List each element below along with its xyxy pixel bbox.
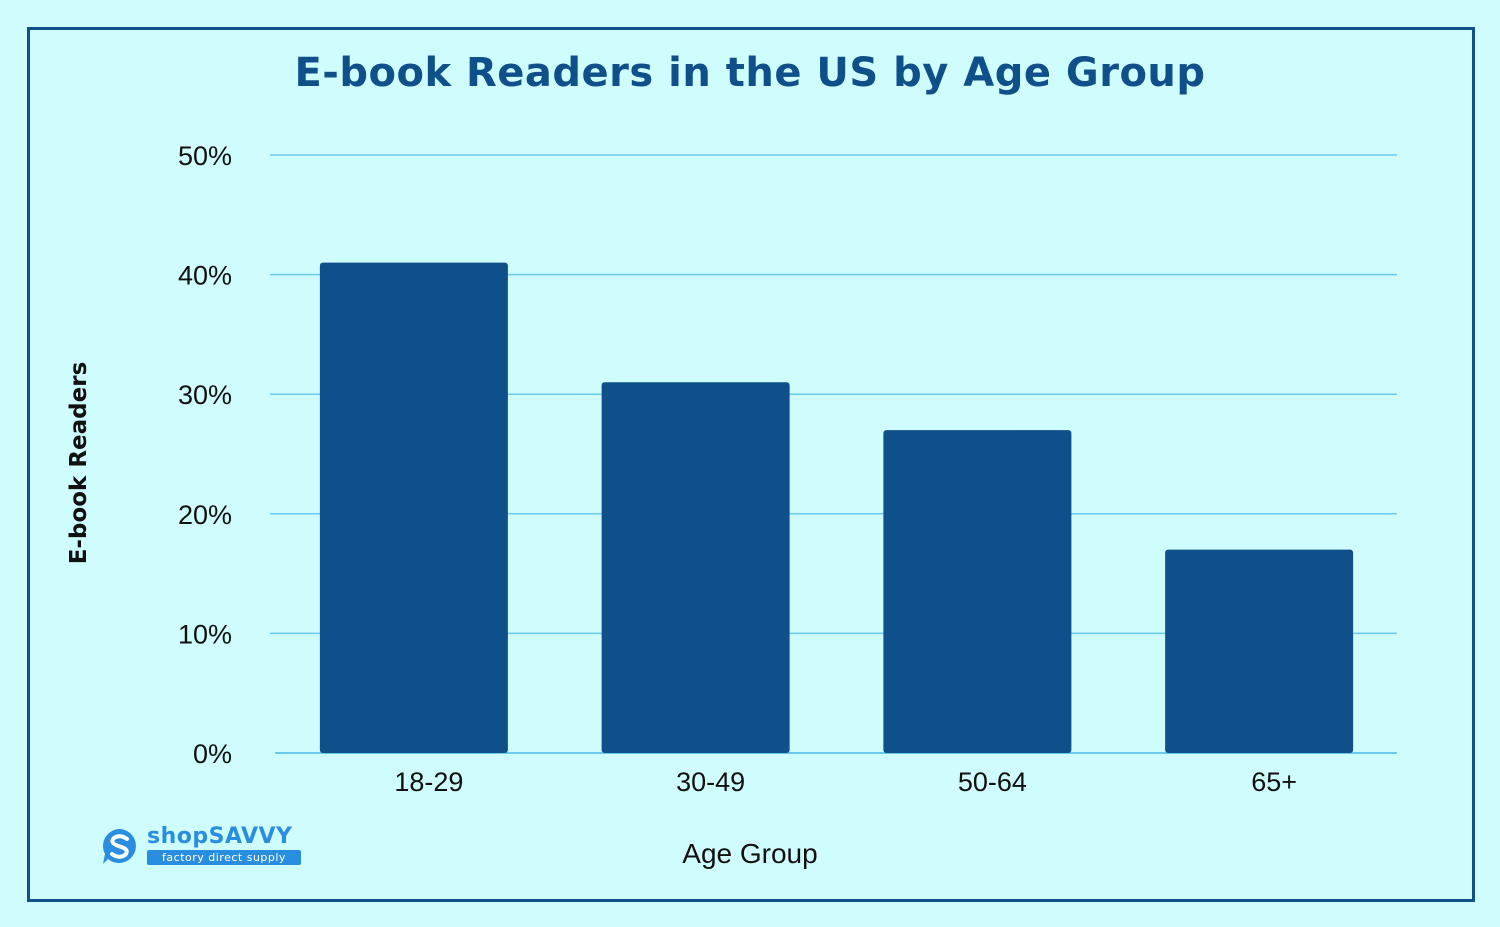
bars: [319, 262, 1354, 753]
logo-tagline: factory direct supply: [147, 850, 301, 865]
y-tick-label: 50%: [178, 141, 232, 171]
bar-18-29: [319, 262, 508, 753]
x-tick-label: 50-64: [958, 767, 1027, 797]
y-axis-title: E-book Readers: [66, 362, 92, 565]
y-tick-label: 20%: [178, 500, 232, 530]
bar-30-49: [601, 382, 790, 753]
y-tick-labels: 0% 10% 20% 30% 40% 50%: [178, 141, 232, 769]
y-tick-label: 10%: [178, 619, 232, 649]
x-tick-label: 30-49: [676, 767, 745, 797]
s-logo-icon: [103, 829, 136, 864]
y-tick-label: 30%: [178, 380, 232, 410]
x-axis-title: Age Group: [682, 838, 817, 869]
x-tick-label: 65+: [1251, 767, 1297, 797]
shopsavvy-logo: shopSAVVY factory direct supply: [100, 824, 310, 868]
y-tick-label: 0%: [193, 739, 232, 769]
x-tick-label: 18-29: [394, 767, 463, 797]
bar-50-64: [883, 430, 1072, 753]
chart-title: E-book Readers in the US by Age Group: [294, 50, 1206, 96]
bar-65+: [1165, 549, 1354, 753]
x-tick-labels: 18-29 30-49 50-64 65+: [394, 767, 1297, 797]
y-tick-label: 40%: [178, 261, 232, 291]
logo-name: shopSAVVY: [147, 824, 293, 849]
